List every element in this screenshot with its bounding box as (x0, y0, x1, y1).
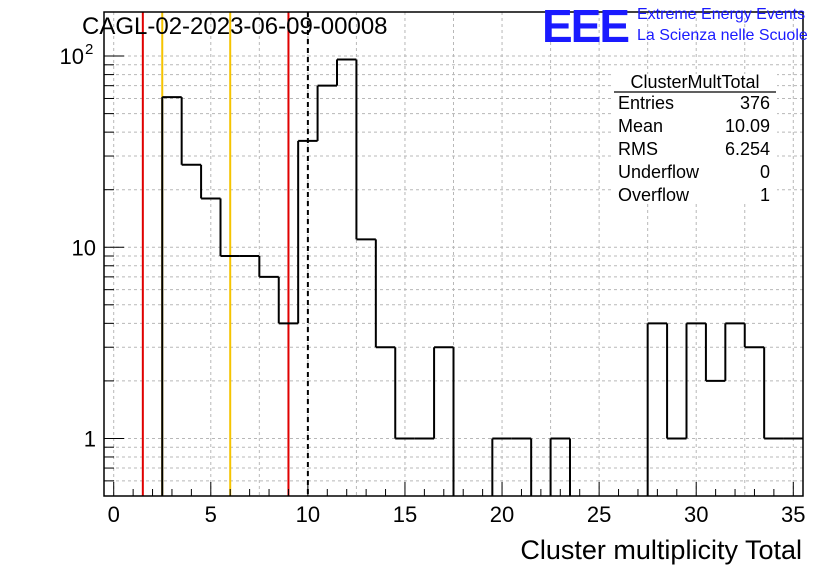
x-tick-label: 10 (296, 502, 320, 527)
logo-line-2: La Scienza nelle Scuole (637, 27, 808, 44)
stats-label-underflow: Underflow (618, 162, 700, 182)
x-tick-label: 0 (108, 502, 120, 527)
plot-frame (103, 11, 804, 497)
eee-logo-mark: EEE (542, 0, 628, 52)
stats-value-underflow: 0 (760, 162, 770, 182)
stats-box: ClusterMultTotal Entries 376 Mean 10.09 … (612, 72, 777, 205)
chart-title: CAGL-02-2023-06-09-00008 (82, 13, 388, 40)
stats-value-entries: 376 (740, 93, 770, 113)
x-tick-label: 30 (684, 502, 708, 527)
eee-logo: EEE Extreme Energy Events La Scienza nel… (542, 0, 808, 52)
y-tick-label: 10 (60, 44, 84, 69)
logo-line-1: Extreme Energy Events (637, 6, 805, 23)
x-tick-label: 25 (587, 502, 611, 527)
x-tick-label: 5 (205, 502, 217, 527)
x-axis-label: Cluster multiplicity Total (520, 535, 802, 565)
y-tick-exponent: 2 (85, 41, 93, 58)
stats-label-rms: RMS (618, 139, 658, 159)
y-tick-label: 1 (84, 426, 96, 451)
stats-title: ClusterMultTotal (630, 72, 759, 92)
stats-value-rms: 6.254 (725, 139, 770, 159)
stats-value-mean: 10.09 (725, 116, 770, 136)
stats-value-overflow: 1 (760, 185, 770, 205)
x-tick-label: 20 (490, 502, 514, 527)
marker-lines (141, 12, 309, 496)
x-tick-label: 35 (781, 502, 805, 527)
x-tick-label: 15 (393, 502, 417, 527)
stats-label-mean: Mean (618, 116, 663, 136)
stats-label-entries: Entries (618, 93, 674, 113)
y-tick-label: 10 (72, 235, 96, 260)
histogram-series (161, 58, 803, 496)
stats-label-overflow: Overflow (618, 185, 690, 205)
x-axis: 0 5 10 15 20 25 30 35 (108, 482, 806, 527)
